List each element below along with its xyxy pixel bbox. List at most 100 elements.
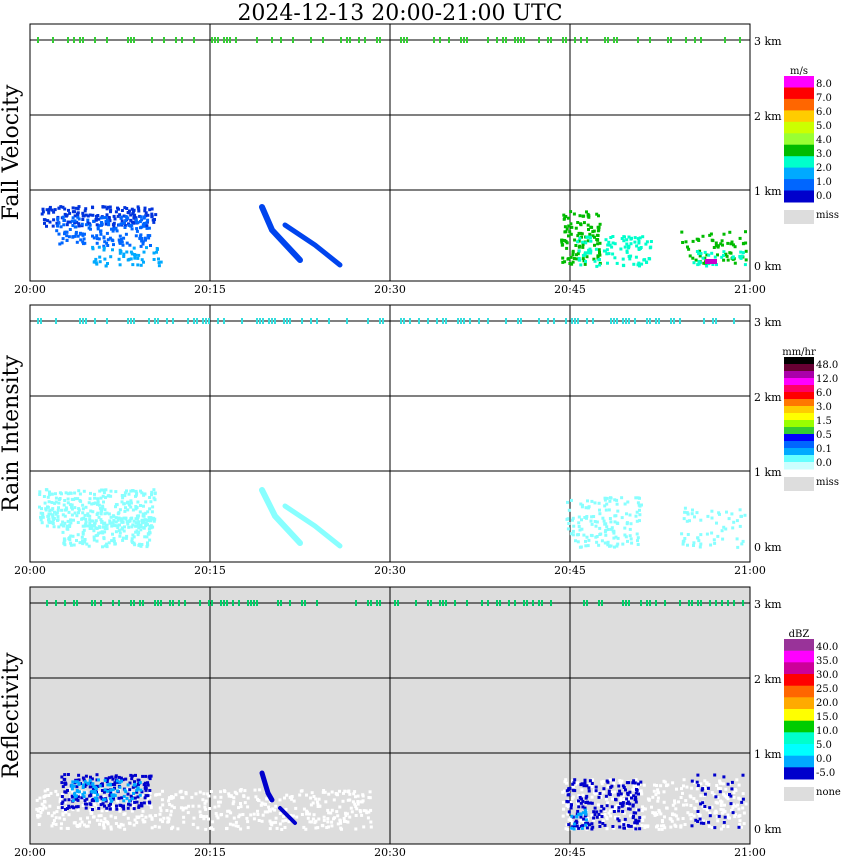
data-speck-3km (733, 600, 735, 606)
data-cell (109, 791, 113, 795)
data-cell (585, 794, 589, 798)
data-speck-3km (199, 600, 201, 606)
data-cell (692, 797, 696, 801)
data-cell (97, 814, 101, 818)
data-cell (305, 812, 309, 816)
data-cell (78, 541, 82, 545)
data-cell (694, 258, 698, 262)
data-cell (95, 223, 99, 227)
data-cell (579, 824, 583, 828)
data-speck-3km (439, 37, 441, 43)
data-cell (696, 820, 700, 823)
data-cell (56, 518, 60, 522)
data-cell (51, 514, 55, 518)
data-cell (103, 817, 107, 821)
data-cell (133, 782, 137, 786)
data-cell (569, 222, 573, 226)
data-cell (76, 211, 80, 215)
data-cell (118, 825, 122, 829)
data-cell (636, 536, 640, 540)
data-cell (674, 814, 678, 818)
data-cell (570, 225, 574, 229)
data-cell (611, 825, 615, 828)
data-cell (369, 820, 373, 824)
data-speck-3km (112, 600, 114, 606)
data-cell (89, 797, 93, 801)
data-cell (627, 254, 631, 258)
data-cell (591, 234, 595, 238)
data-cell (85, 797, 89, 801)
data-cell (343, 789, 347, 793)
data-cell (567, 216, 570, 220)
data-cell (65, 238, 69, 242)
data-cell (237, 806, 240, 810)
data-speck-3km (160, 600, 162, 606)
data-cell (38, 490, 42, 494)
data-cell (686, 543, 689, 547)
data-cell (707, 820, 711, 824)
data-cell (113, 542, 117, 546)
data-speck-3km (649, 318, 651, 324)
data-cell (638, 816, 642, 820)
data-speck-3km (193, 37, 195, 43)
data-cell (562, 213, 566, 217)
data-cell (111, 248, 114, 252)
data-cell (169, 809, 173, 813)
data-speck-3km (355, 600, 357, 606)
data-cell (721, 537, 725, 541)
data-cell (278, 798, 282, 802)
data-cell (101, 506, 105, 510)
data-cell (108, 807, 112, 811)
data-cell (356, 802, 360, 806)
data-cell (647, 798, 651, 802)
data-cell (561, 238, 565, 242)
data-cell (149, 805, 153, 809)
data-speck-3km (409, 318, 411, 324)
data-cell (649, 245, 653, 249)
data-cell (594, 789, 598, 793)
data-cell (107, 216, 111, 220)
data-cell (728, 816, 731, 820)
data-cell (112, 214, 116, 218)
data-cell (631, 781, 635, 785)
data-cell (130, 537, 134, 541)
data-cell (88, 785, 92, 789)
data-speck-3km (172, 600, 174, 606)
data-cell (63, 543, 67, 547)
data-cell (97, 778, 100, 782)
data-cell (136, 256, 140, 260)
data-cell (139, 788, 143, 792)
data-cell (267, 805, 271, 809)
data-cell (39, 518, 43, 522)
data-cell (603, 541, 607, 545)
data-cell (330, 808, 334, 812)
data-cell (137, 514, 141, 518)
data-speck-3km (280, 37, 282, 43)
data-cell (150, 215, 154, 219)
data-cell (94, 261, 98, 265)
data-cell (125, 207, 129, 210)
data-cell (118, 241, 122, 245)
data-cell (663, 815, 666, 819)
data-cell (619, 802, 623, 806)
data-cell (735, 519, 739, 523)
data-cell (589, 533, 593, 537)
y-tick-label: 1 km (754, 466, 782, 479)
y-tick-label: 1 km (754, 748, 782, 761)
data-cell (108, 521, 112, 525)
data-cell (73, 511, 77, 515)
data-cell (673, 799, 676, 803)
data-cell (105, 545, 109, 549)
data-cell (126, 258, 130, 262)
data-cell (344, 814, 348, 818)
data-cell (587, 215, 591, 219)
data-cell (600, 539, 604, 543)
data-cell (696, 784, 700, 787)
data-cell (78, 231, 82, 235)
data-cell (155, 250, 158, 254)
data-speck-3km (46, 600, 48, 606)
data-cell (731, 811, 735, 815)
data-cell (42, 495, 46, 498)
data-cell (134, 234, 138, 238)
data-cell (60, 241, 64, 245)
